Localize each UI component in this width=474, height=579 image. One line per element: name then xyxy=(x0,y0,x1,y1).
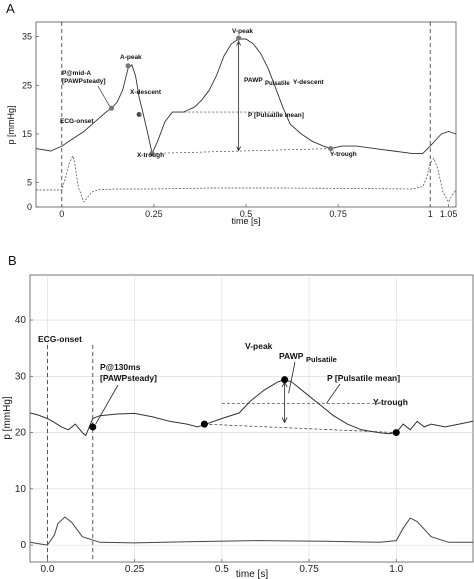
marker-point xyxy=(136,111,142,118)
x-tick-label: 0.0 xyxy=(40,564,54,575)
marker-point xyxy=(108,105,115,111)
ticks-a: 0 5 15 25 35 0 0.25 0.5 0.75 1 1.05 xyxy=(22,32,457,219)
y-trough-label-b: Y-trough xyxy=(373,397,408,407)
x-tick-label: 0.5 xyxy=(215,564,229,575)
panel-label-a: A xyxy=(6,1,15,16)
pointer-line xyxy=(288,361,296,394)
y-tick-label: 40 xyxy=(15,315,27,326)
marker-point xyxy=(281,376,289,384)
x-tick-label: 1.05 xyxy=(440,209,458,219)
x-descent-label: X-descent xyxy=(130,89,162,96)
x-tick-label: 0 xyxy=(59,209,64,219)
marker-point xyxy=(125,63,131,69)
pawp-steady-label-a: [PAWPsteady] xyxy=(62,78,106,85)
y-tick-label: 10 xyxy=(15,484,27,495)
pawp-label-a: PAWP xyxy=(244,77,263,84)
x-tick-label: 1 xyxy=(428,209,433,219)
y-tick-label: 5 xyxy=(27,178,32,188)
series-line xyxy=(29,379,474,437)
series-line xyxy=(36,154,457,203)
x-axis-label-a: time [s] xyxy=(231,216,260,226)
marker-point xyxy=(328,145,334,152)
pulsatile-mean-label-b: P [Pulsatile mean] xyxy=(327,373,400,383)
y-trough-label-a: Y-trough xyxy=(330,151,357,158)
v-peak-label-b: V-peak xyxy=(245,341,273,351)
marker-point xyxy=(200,420,208,428)
y-tick-label: 35 xyxy=(22,32,32,42)
vlines-b xyxy=(47,345,94,562)
pawp-label-b: PAWP xyxy=(279,351,304,361)
y-tick-label: 15 xyxy=(22,129,32,139)
x-trough-label-a: X-trough xyxy=(137,152,164,159)
pulsatile-subscript-b: Pulsatile xyxy=(306,355,337,364)
annotation-lines-a xyxy=(97,40,331,154)
pawp-steady-label-b: [PAWPsteady] xyxy=(100,373,157,383)
y-tick-label: 25 xyxy=(22,80,32,90)
pointer-line xyxy=(97,85,110,107)
v-peak-label-a: V-peak xyxy=(232,28,253,35)
marker-point xyxy=(236,35,242,41)
vlines-a xyxy=(61,22,431,207)
marker-point xyxy=(392,429,400,437)
pointer-line xyxy=(326,383,341,404)
panel-label-b: B xyxy=(8,253,17,268)
p-130ms-label: P@130ms xyxy=(100,362,141,372)
trough-line xyxy=(152,148,331,154)
x-axis-label-b: time [s] xyxy=(236,569,268,579)
arrowhead xyxy=(281,417,288,424)
a-peak-label: A-peak xyxy=(120,54,142,61)
p-mid-a-label: P@mid-A xyxy=(62,70,91,77)
pointer-line xyxy=(95,384,119,425)
panel-b: 0 10 20 30 40 0.0 0.25 0.5 0.75 1.0 time [s] p [m… xyxy=(2,274,474,579)
y-axis-label-a: p [mmHg] xyxy=(6,105,16,144)
panel-a: 0 5 15 25 35 0 0.25 0.5 0.75 1 1.05 time [s] p [mm… xyxy=(6,21,457,226)
markers-a xyxy=(108,35,334,157)
series-line xyxy=(35,38,457,155)
x-tick-label: 0.75 xyxy=(299,564,319,575)
arrowhead xyxy=(236,40,241,46)
y-tick-label: 0 xyxy=(20,540,26,551)
marker-point xyxy=(149,150,155,157)
ecg-onset-label-a: ECG-onset xyxy=(60,118,94,125)
markers-b xyxy=(89,376,400,437)
pulsatile-mean-label-a: P [Pulsatile mean] xyxy=(248,112,304,119)
grid-b xyxy=(30,275,473,562)
plot-frame-b xyxy=(29,274,474,563)
x-tick-label: 0.75 xyxy=(329,209,347,219)
y-tick-label: 20 xyxy=(15,428,27,439)
trough-line xyxy=(204,423,397,433)
series-line xyxy=(29,516,473,546)
plot-frame-a xyxy=(35,21,457,208)
marker-point xyxy=(89,423,97,431)
x-tick-label: 0.5 xyxy=(240,209,253,219)
arrowhead xyxy=(236,146,241,152)
x-tick-label: 0.25 xyxy=(125,564,145,575)
ecg-onset-label-b: ECG-onset xyxy=(38,334,82,344)
c-wave-label: c xyxy=(137,111,141,118)
y-axis-label-b: p [mmHg] xyxy=(2,396,13,440)
series-a xyxy=(35,38,457,203)
pulsatile-subscript-a: Pulsatile xyxy=(265,81,290,87)
series-b xyxy=(29,379,474,546)
ticks-b: 0 10 20 30 40 0.0 0.25 0.5 0.75 1.0 xyxy=(15,315,404,575)
y-descent-label: Y-descent xyxy=(293,79,325,86)
y-tick-label: 0 xyxy=(27,202,32,212)
x-tick-label: 0.25 xyxy=(145,209,163,219)
y-tick-label: 30 xyxy=(15,371,27,382)
annotation-lines-b xyxy=(95,361,397,433)
x-tick-label: 1.0 xyxy=(389,564,403,575)
